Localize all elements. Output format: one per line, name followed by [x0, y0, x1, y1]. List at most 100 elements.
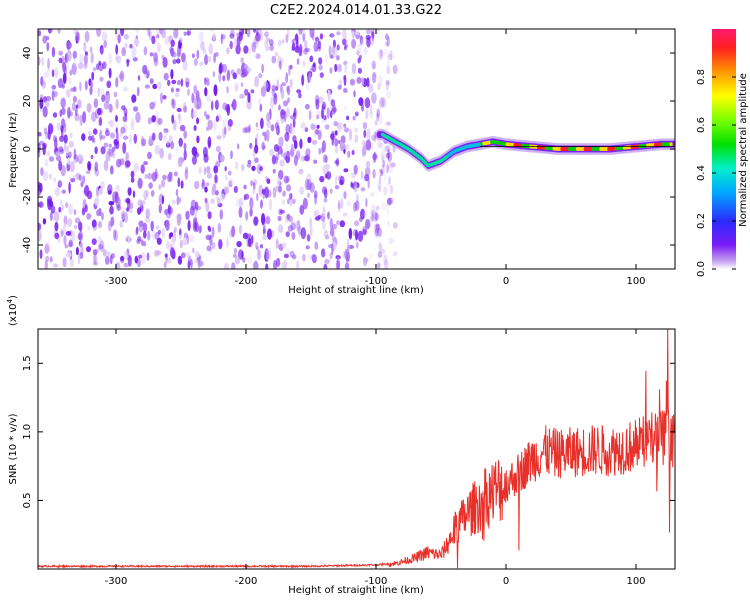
noise-blob — [42, 170, 49, 182]
noise-blob — [108, 67, 112, 79]
noise-blob — [205, 182, 210, 187]
x-tick-label: 100 — [626, 276, 645, 287]
noise-blob — [52, 112, 58, 118]
noise-blob — [323, 197, 328, 203]
noise-blob — [313, 159, 318, 164]
noise-blob — [44, 159, 49, 167]
noise-blob — [272, 168, 276, 174]
noise-blob — [353, 164, 358, 175]
noise-blob — [179, 124, 186, 132]
noise-blob — [373, 63, 376, 71]
noise-blob — [46, 150, 51, 157]
noise-blob — [187, 220, 191, 232]
noise-blob — [39, 182, 43, 193]
noise-blob — [318, 96, 324, 104]
noise-blob — [219, 193, 225, 201]
noise-blob — [275, 185, 279, 192]
noise-blob — [326, 171, 332, 180]
y-tick-label: 0 — [22, 146, 33, 152]
x-tick-label: 100 — [626, 576, 645, 587]
noise-blob — [343, 168, 349, 173]
noise-blob — [369, 215, 375, 222]
noise-blob — [290, 222, 297, 231]
noise-blob — [130, 170, 135, 179]
noise-blob — [362, 122, 368, 130]
noise-blob — [241, 164, 245, 172]
noise-blob — [386, 159, 392, 169]
noise-blob — [62, 61, 67, 73]
noise-blob — [376, 112, 379, 122]
noise-blob — [392, 64, 398, 75]
noise-blob — [351, 62, 357, 75]
noise-blob — [160, 92, 163, 105]
noise-blob — [264, 186, 269, 199]
noise-blob — [253, 29, 256, 33]
noise-blob — [283, 100, 288, 107]
noise-blob — [108, 103, 113, 113]
noise-blob — [138, 254, 143, 259]
noise-blob — [234, 82, 239, 93]
noise-blob — [226, 47, 230, 54]
noise-blob — [387, 197, 393, 205]
noise-blob — [50, 205, 56, 214]
noise-blob — [224, 126, 227, 136]
noise-blob — [268, 149, 275, 156]
noise-blob — [377, 180, 382, 190]
noise-blob — [342, 29, 347, 41]
noise-blob — [330, 99, 336, 107]
noise-blob — [69, 69, 73, 76]
noise-blob — [313, 210, 319, 217]
noise-blob — [212, 119, 217, 132]
noise-blob — [89, 46, 93, 53]
noise-blob — [185, 210, 190, 220]
noise-blob — [271, 55, 277, 64]
noise-blob — [371, 60, 376, 70]
noise-blob — [206, 172, 213, 179]
noise-blob — [183, 31, 187, 36]
scale-factor-label: (x104) — [6, 295, 19, 326]
noise-blob — [364, 173, 370, 182]
top-x-ticks: -300 -200 -100 0 100 — [105, 29, 646, 287]
noise-blob — [376, 108, 381, 118]
noise-blob — [222, 75, 226, 82]
colorbar-tick-label: 0.0 — [696, 261, 707, 277]
noise-blob — [360, 170, 364, 180]
noise-blob — [248, 241, 253, 248]
noise-blob — [281, 39, 285, 44]
noise-blob — [299, 204, 305, 215]
noise-blob — [377, 75, 383, 87]
noise-blob — [170, 141, 175, 150]
noise-blob — [79, 242, 83, 249]
noise-blob — [329, 252, 333, 260]
noise-blob — [327, 211, 330, 220]
noise-blob — [344, 105, 347, 110]
noise-blob — [354, 200, 360, 211]
noise-blob — [352, 201, 358, 213]
noise-blob — [73, 148, 77, 160]
x-tick-label: -100 — [365, 276, 388, 287]
noise-blob — [119, 70, 125, 82]
noise-blob — [194, 221, 199, 233]
noise-blob — [318, 57, 323, 65]
noise-blob — [78, 174, 82, 182]
noise-blob — [253, 216, 259, 226]
noise-blob — [74, 31, 80, 43]
colorbar-ticks: 0.0 0.2 0.4 0.6 0.8 — [696, 69, 736, 277]
noise-blob — [231, 225, 236, 238]
noise-blob — [112, 191, 118, 203]
noise-blob — [322, 103, 327, 107]
noise-blob — [349, 78, 355, 86]
noise-blob — [298, 29, 303, 35]
noise-blob — [117, 34, 121, 44]
noise-blob — [101, 212, 104, 221]
noise-blob — [77, 252, 81, 265]
noise-blob — [79, 81, 82, 92]
noise-blob — [108, 143, 112, 148]
noise-blob — [244, 88, 249, 96]
noise-blob — [353, 183, 358, 193]
noise-blob — [351, 30, 355, 39]
noise-blob — [58, 146, 64, 153]
noise-blob — [92, 249, 98, 256]
noise-blob — [382, 159, 386, 168]
colorbar-tick-label: 0.8 — [696, 69, 707, 85]
